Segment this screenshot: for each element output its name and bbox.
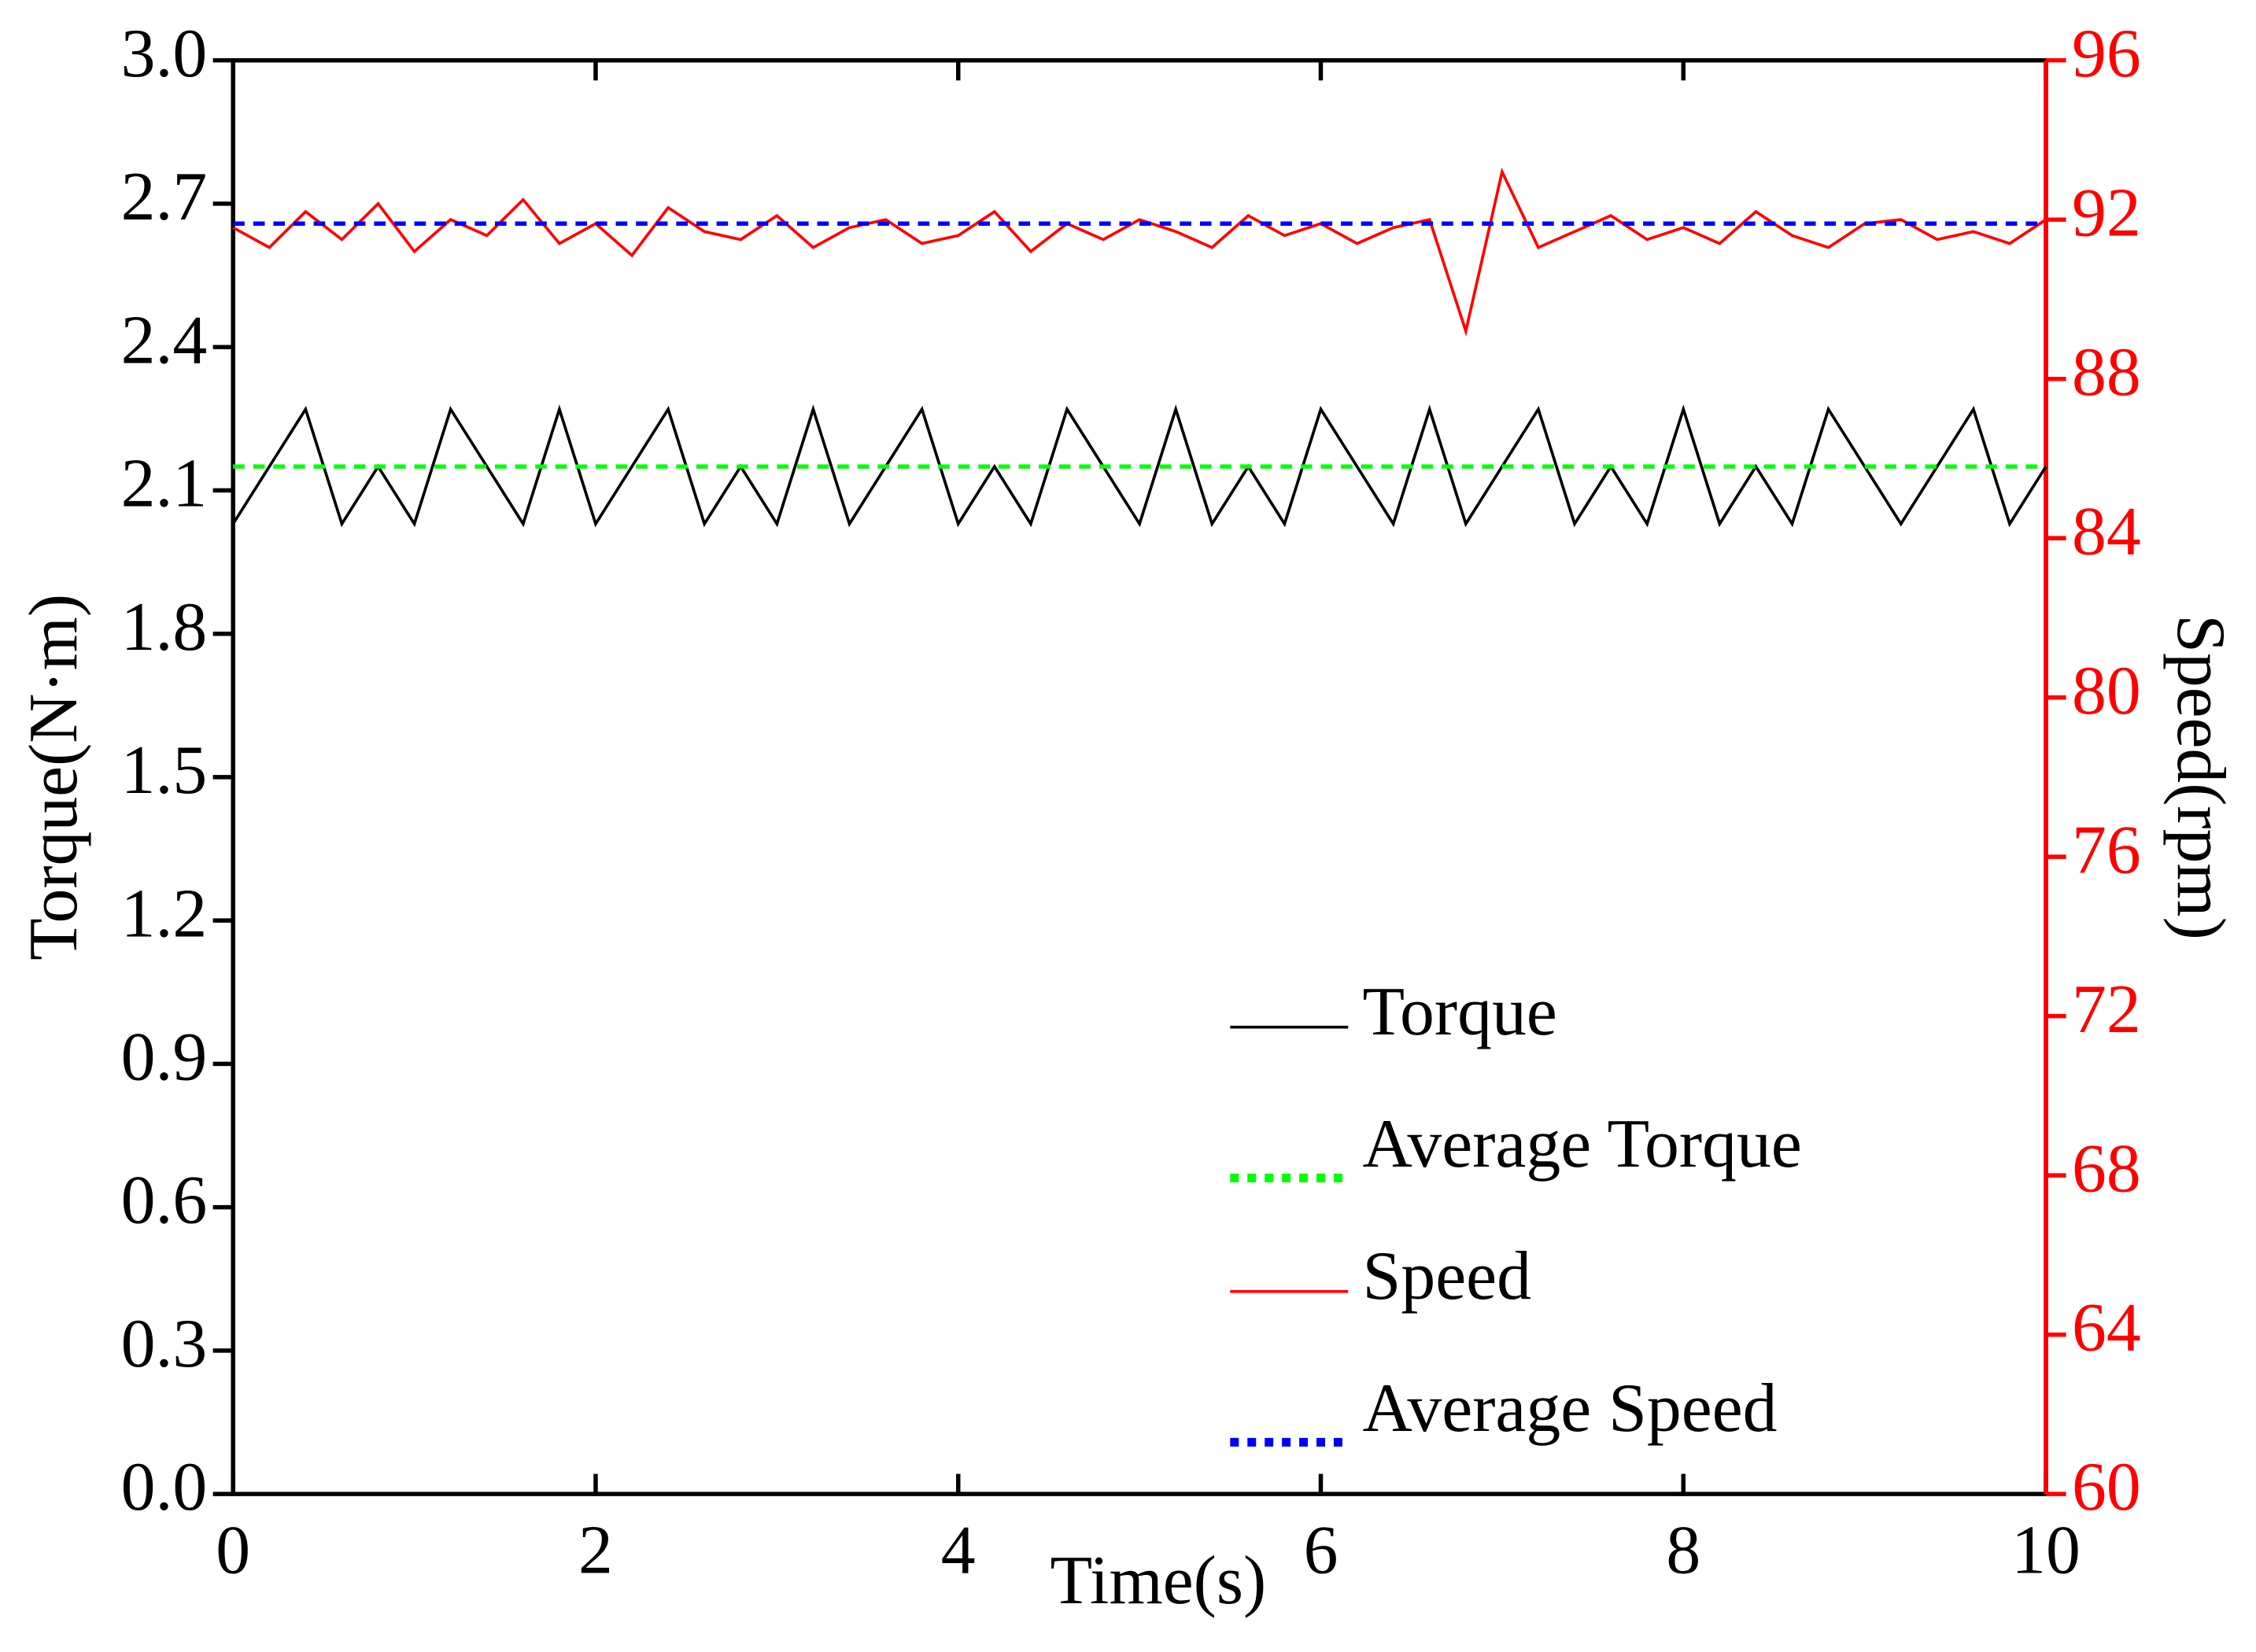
legend-label: Average Speed (1363, 1370, 1778, 1446)
y-tick-label: 2.7 (121, 158, 208, 234)
x-axis-label: Time(s) (1050, 1542, 1267, 1618)
y2-tick-label: 64 (2072, 1289, 2141, 1366)
y2-tick-label: 84 (2072, 492, 2141, 569)
x-tick-label: 6 (1304, 1512, 1338, 1588)
y-tick-label: 1.5 (121, 732, 208, 808)
y-tick-label: 2.4 (121, 301, 208, 378)
y2-tick-label: 76 (2072, 811, 2141, 887)
x-tick-label: 8 (1666, 1512, 1700, 1588)
y2-tick-label: 72 (2072, 971, 2141, 1047)
legend-label: Speed (1363, 1237, 1531, 1314)
y-tick-label: 0.3 (121, 1305, 208, 1381)
y-tick-label: 2.1 (121, 445, 208, 522)
legend-label: Torque (1363, 973, 1557, 1049)
plot-frame (231, 57, 2048, 1496)
y-tick-label: 0.9 (121, 1019, 208, 1095)
y2-tick-label: 92 (2072, 174, 2141, 250)
y-tick-label: 3.0 (121, 15, 208, 91)
y-tick-label: 1.2 (121, 875, 208, 951)
series-line (231, 404, 2047, 528)
y-tick-label: 1.8 (121, 588, 208, 665)
y2-tick-label: 80 (2072, 652, 2141, 728)
y-tick-label: 0.0 (121, 1448, 208, 1525)
y-tick-label: 0.6 (121, 1162, 208, 1238)
y2-axis-label: Speed(rpm) (2163, 614, 2239, 940)
y2-tick-label: 60 (2072, 1448, 2141, 1525)
x-tick-label: 4 (941, 1512, 976, 1588)
y-axis-label: Torque(N·m) (15, 594, 91, 961)
x-tick-label: 0 (216, 1512, 250, 1588)
x-tick-label: 10 (2011, 1512, 2081, 1588)
y2-tick-label: 96 (2072, 15, 2141, 91)
series-line (232, 167, 2047, 337)
y2-tick-label: 88 (2072, 334, 2141, 410)
legend-label: Average Torque (1363, 1105, 1802, 1182)
x-tick-label: 2 (578, 1512, 613, 1588)
y2-tick-label: 68 (2072, 1130, 2141, 1206)
